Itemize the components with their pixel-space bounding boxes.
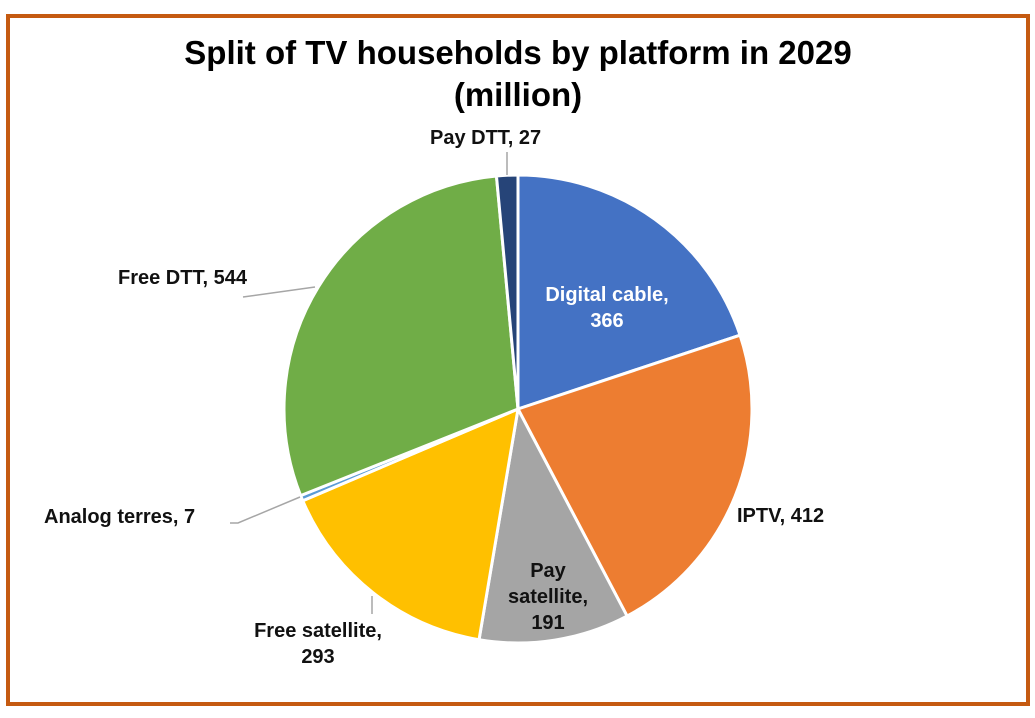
data-label-iptv: IPTV, 412 [737, 505, 824, 527]
pie-slice-iptv [515, 333, 754, 619]
pie-slice-pay-satellite [477, 404, 630, 645]
data-label-line: 293 [301, 646, 334, 668]
data-label-line: Pay [530, 560, 566, 582]
data-label-line: 191 [531, 612, 564, 634]
data-label-line: satellite, [508, 586, 588, 608]
leader-line-analog-terres [230, 496, 301, 524]
pie-slice-pay-dtt [494, 173, 520, 410]
chart-subtitle: (million) [454, 76, 582, 113]
data-label-pay-satellite: Pay satellite, 191 [508, 560, 588, 634]
data-label-line: Analog terres, 7 [44, 506, 195, 528]
pie-slice-free-satellite [300, 406, 520, 642]
data-label-free-satellite: Free satellite, 293 [254, 620, 382, 668]
data-label-line: Free DTT, 544 [118, 267, 248, 289]
data-label-pay-dtt: Pay DTT, 27 [430, 127, 541, 149]
data-label-digital-cable: Digital cable, 366 [545, 284, 668, 332]
data-label-line: Free satellite, [254, 620, 382, 642]
pie-slice-free-dtt [282, 174, 520, 498]
data-label-line: IPTV, 412 [737, 505, 824, 527]
data-label-free-dtt: Free DTT, 544 [118, 267, 248, 289]
data-label-analog-terres: Analog terres, 7 [44, 506, 195, 528]
leader-line-free-dtt [242, 286, 316, 298]
data-label-line: Digital cable, [545, 284, 668, 306]
data-label-line: 366 [590, 310, 623, 332]
chart-title: Split of TV households by platform in 20… [184, 34, 851, 71]
data-label-line: Pay DTT, 27 [430, 127, 541, 149]
pie-slice-digital-cable [516, 173, 742, 412]
